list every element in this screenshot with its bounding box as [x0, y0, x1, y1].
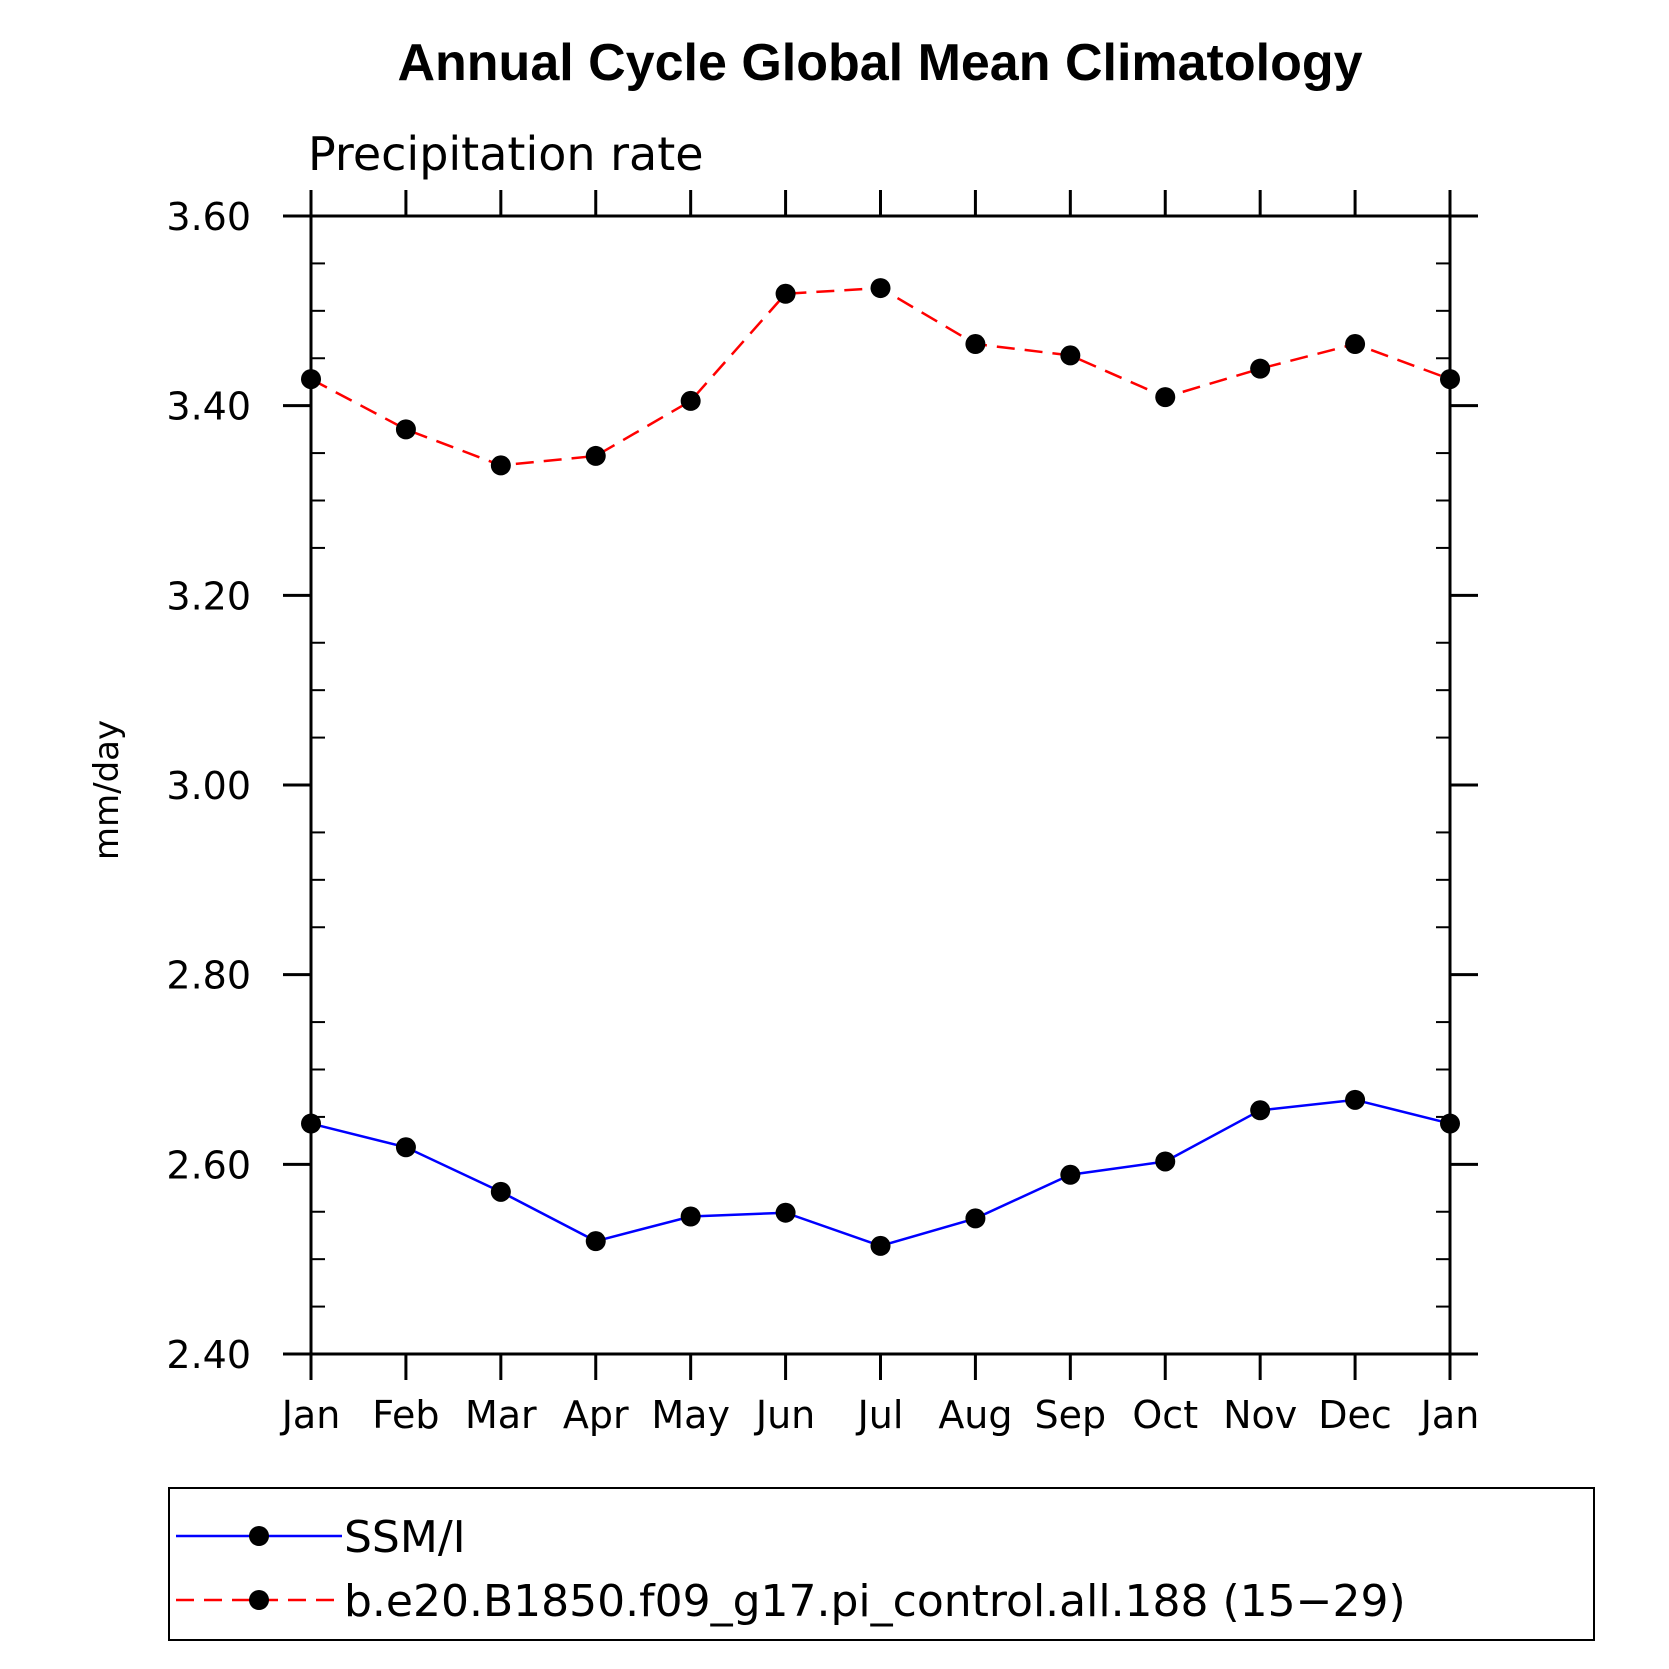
legend-label-1: b.e20.B1850.f09_g17.pi_control.all.188 (…: [344, 1576, 1406, 1627]
x-tick-label: Jul: [856, 1393, 904, 1437]
series-1-point: [490, 455, 511, 476]
x-tick-label: Apr: [563, 1393, 629, 1437]
chart-subtitle: Precipitation rate: [308, 127, 704, 181]
series-1-point: [775, 283, 796, 304]
x-tick-label: Jan: [280, 1393, 341, 1437]
series-0-point: [680, 1206, 701, 1227]
y-axis-label: mm/day: [87, 720, 127, 860]
axes: Jan Feb Mar Apr May Jun Jul Aug Sep Oct Nov Dec Jan 2…: [166, 190, 1479, 1437]
series-1-point: [1060, 345, 1081, 366]
series-0-point: [870, 1235, 891, 1256]
x-tick-label: Dec: [1318, 1393, 1392, 1437]
series-1-point: [585, 445, 606, 466]
series-0-point: [395, 1137, 416, 1158]
series-0-point: [965, 1208, 986, 1229]
series-0-point: [1250, 1100, 1271, 1121]
x-tick-label: Feb: [372, 1393, 439, 1437]
series-0-point: [490, 1181, 511, 1202]
x-tick-label: Jun: [754, 1393, 815, 1437]
y-tick-label: 3.00: [166, 764, 251, 808]
series-1-point: [870, 278, 891, 299]
series-0-point: [301, 1113, 321, 1134]
series-0-point: [1060, 1164, 1081, 1185]
legend-marker-1: [249, 1590, 269, 1610]
legend: SSM/I b.e20.B1850.f09_g17.pi_control.all.…: [168, 1487, 1595, 1641]
x-tick-label: Sep: [1035, 1393, 1107, 1437]
series-1-point: [395, 419, 416, 440]
legend-marker-0: [249, 1526, 269, 1546]
series-line-1: [310, 286, 1451, 467]
legend-label-0: SSM/I: [344, 1512, 466, 1563]
series-1-point: [1440, 369, 1460, 390]
series-1-point: [1155, 387, 1176, 408]
series-1-point: [301, 369, 321, 390]
series-1-point: [680, 390, 701, 411]
x-tick-label: May: [651, 1393, 730, 1437]
x-tick-label: Jan: [1419, 1393, 1480, 1437]
x-tick-label: Oct: [1132, 1393, 1198, 1437]
x-tick-label: Mar: [465, 1393, 537, 1437]
chart-title: Annual Cycle Global Mean Climatology: [397, 34, 1362, 92]
series-0-point: [1345, 1089, 1366, 1110]
y-tick-label: 2.60: [166, 1143, 251, 1187]
series-1-point: [1345, 334, 1366, 355]
x-tick-label: Nov: [1223, 1393, 1297, 1437]
legend-box: [168, 1487, 1595, 1641]
y-tick-label: 3.60: [166, 195, 251, 239]
series-line-0: [310, 1098, 1451, 1248]
series-0-point: [775, 1202, 796, 1223]
y-tick-label: 3.20: [166, 574, 251, 618]
series-0-point: [585, 1231, 606, 1252]
series-1-point: [1250, 358, 1271, 379]
x-tick-label: Aug: [938, 1393, 1012, 1437]
series-0-point: [1440, 1113, 1460, 1134]
series-0-point: [1155, 1151, 1176, 1172]
series-1-point: [965, 334, 986, 355]
series-layer: [301, 278, 1460, 1256]
legend-entries: SSM/I b.e20.B1850.f09_g17.pi_control.all.…: [176, 1512, 1406, 1627]
y-tick-label: 2.40: [166, 1333, 251, 1377]
y-tick-label: 2.80: [166, 954, 251, 998]
y-tick-label: 3.40: [166, 385, 251, 429]
